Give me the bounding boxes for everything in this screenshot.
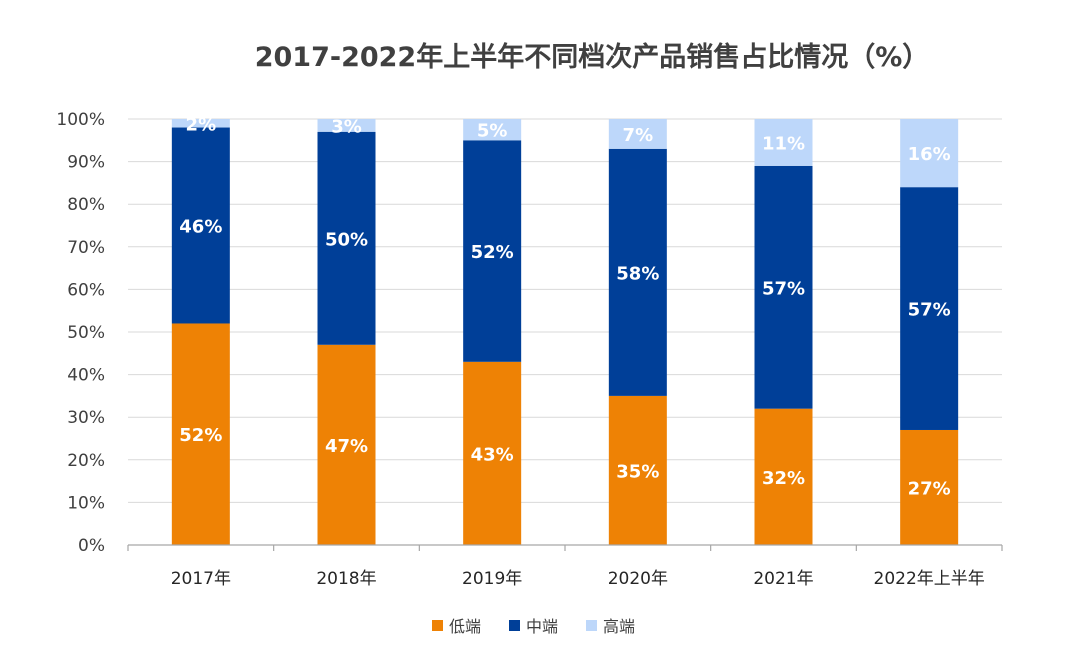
bar-segment [754,408,813,545]
legend-swatch [509,620,520,631]
y-tick-label: 30% [67,408,105,428]
legend-label: 低端 [449,617,481,636]
legend-label: 中端 [526,617,558,636]
data-label: 50% [325,229,368,250]
y-tick-label: 20% [67,451,105,471]
legend-swatch [586,620,597,631]
data-label: 2% [186,114,217,135]
data-label: 5% [477,121,508,142]
data-label: 43% [471,444,514,465]
x-axis: 2017年 2018年 2019年 2020年 2021年 2022年上半年 [127,544,1003,589]
data-label: 52% [471,242,514,263]
x-tick-label: 2022年上半年 [874,569,985,589]
data-label: 11% [762,133,805,154]
data-label: 58% [616,263,659,284]
y-tick-label: 60% [67,280,105,300]
x-tick-label: 2021年 [753,569,813,589]
data-label: 52% [179,425,222,446]
grid-lines [128,118,1002,503]
data-label: 46% [179,217,222,238]
bar-segment [317,119,376,132]
y-tick-label: 100% [56,110,105,130]
y-axis-ticks: 0% 10% 20% 30% 40% 50% 60% 70% 80% 90% 100% [56,110,105,556]
bar-segment [900,429,959,545]
bar-segment [754,165,813,409]
data-label: 47% [325,436,368,457]
bar-segment [317,131,376,345]
bar-segment [754,119,813,166]
y-tick-label: 0% [78,536,105,556]
bar-segment [171,323,230,545]
bar-segment [900,187,959,430]
bar-segment [463,361,522,545]
bar-segment [608,395,667,545]
y-tick-label: 40% [67,366,105,386]
y-tick-label: 90% [67,153,105,173]
x-tick-label: 2018年 [316,569,376,589]
data-label: 57% [908,300,951,321]
data-label: 57% [762,278,805,299]
data-label: 3% [331,116,362,137]
x-tick-label: 2017年 [171,569,231,589]
bar-segment [900,119,959,188]
bar-segment [463,119,522,141]
data-labels: 52% 46% 2% 47% 50% 3% 43% 52% 5% 35% 58% 7% 32% 57% 11… [179,114,950,499]
x-tick-label: 2019年 [462,569,522,589]
chart-title: 2017-2022年上半年不同档次产品销售占比情况（%） [255,41,930,73]
legend-label: 高端 [603,617,635,636]
bar-segment [171,127,230,324]
legend-swatch [432,620,443,631]
legend: 低端 中端 高端 [432,617,635,636]
x-tick-label: 2020年 [608,569,668,589]
data-label: 7% [623,125,654,146]
bars [171,119,959,545]
bar-segment [463,140,522,362]
bar-segment [171,119,230,128]
data-label: 32% [762,468,805,489]
data-label: 16% [908,144,951,165]
data-label: 27% [908,478,951,499]
y-tick-label: 80% [67,195,105,215]
bar-segment [317,344,376,545]
data-label: 35% [616,461,659,482]
y-tick-label: 50% [67,323,105,343]
y-tick-label: 10% [67,493,105,513]
bar-segment [608,119,667,149]
bar-segment [608,148,667,396]
y-tick-label: 70% [67,238,105,258]
